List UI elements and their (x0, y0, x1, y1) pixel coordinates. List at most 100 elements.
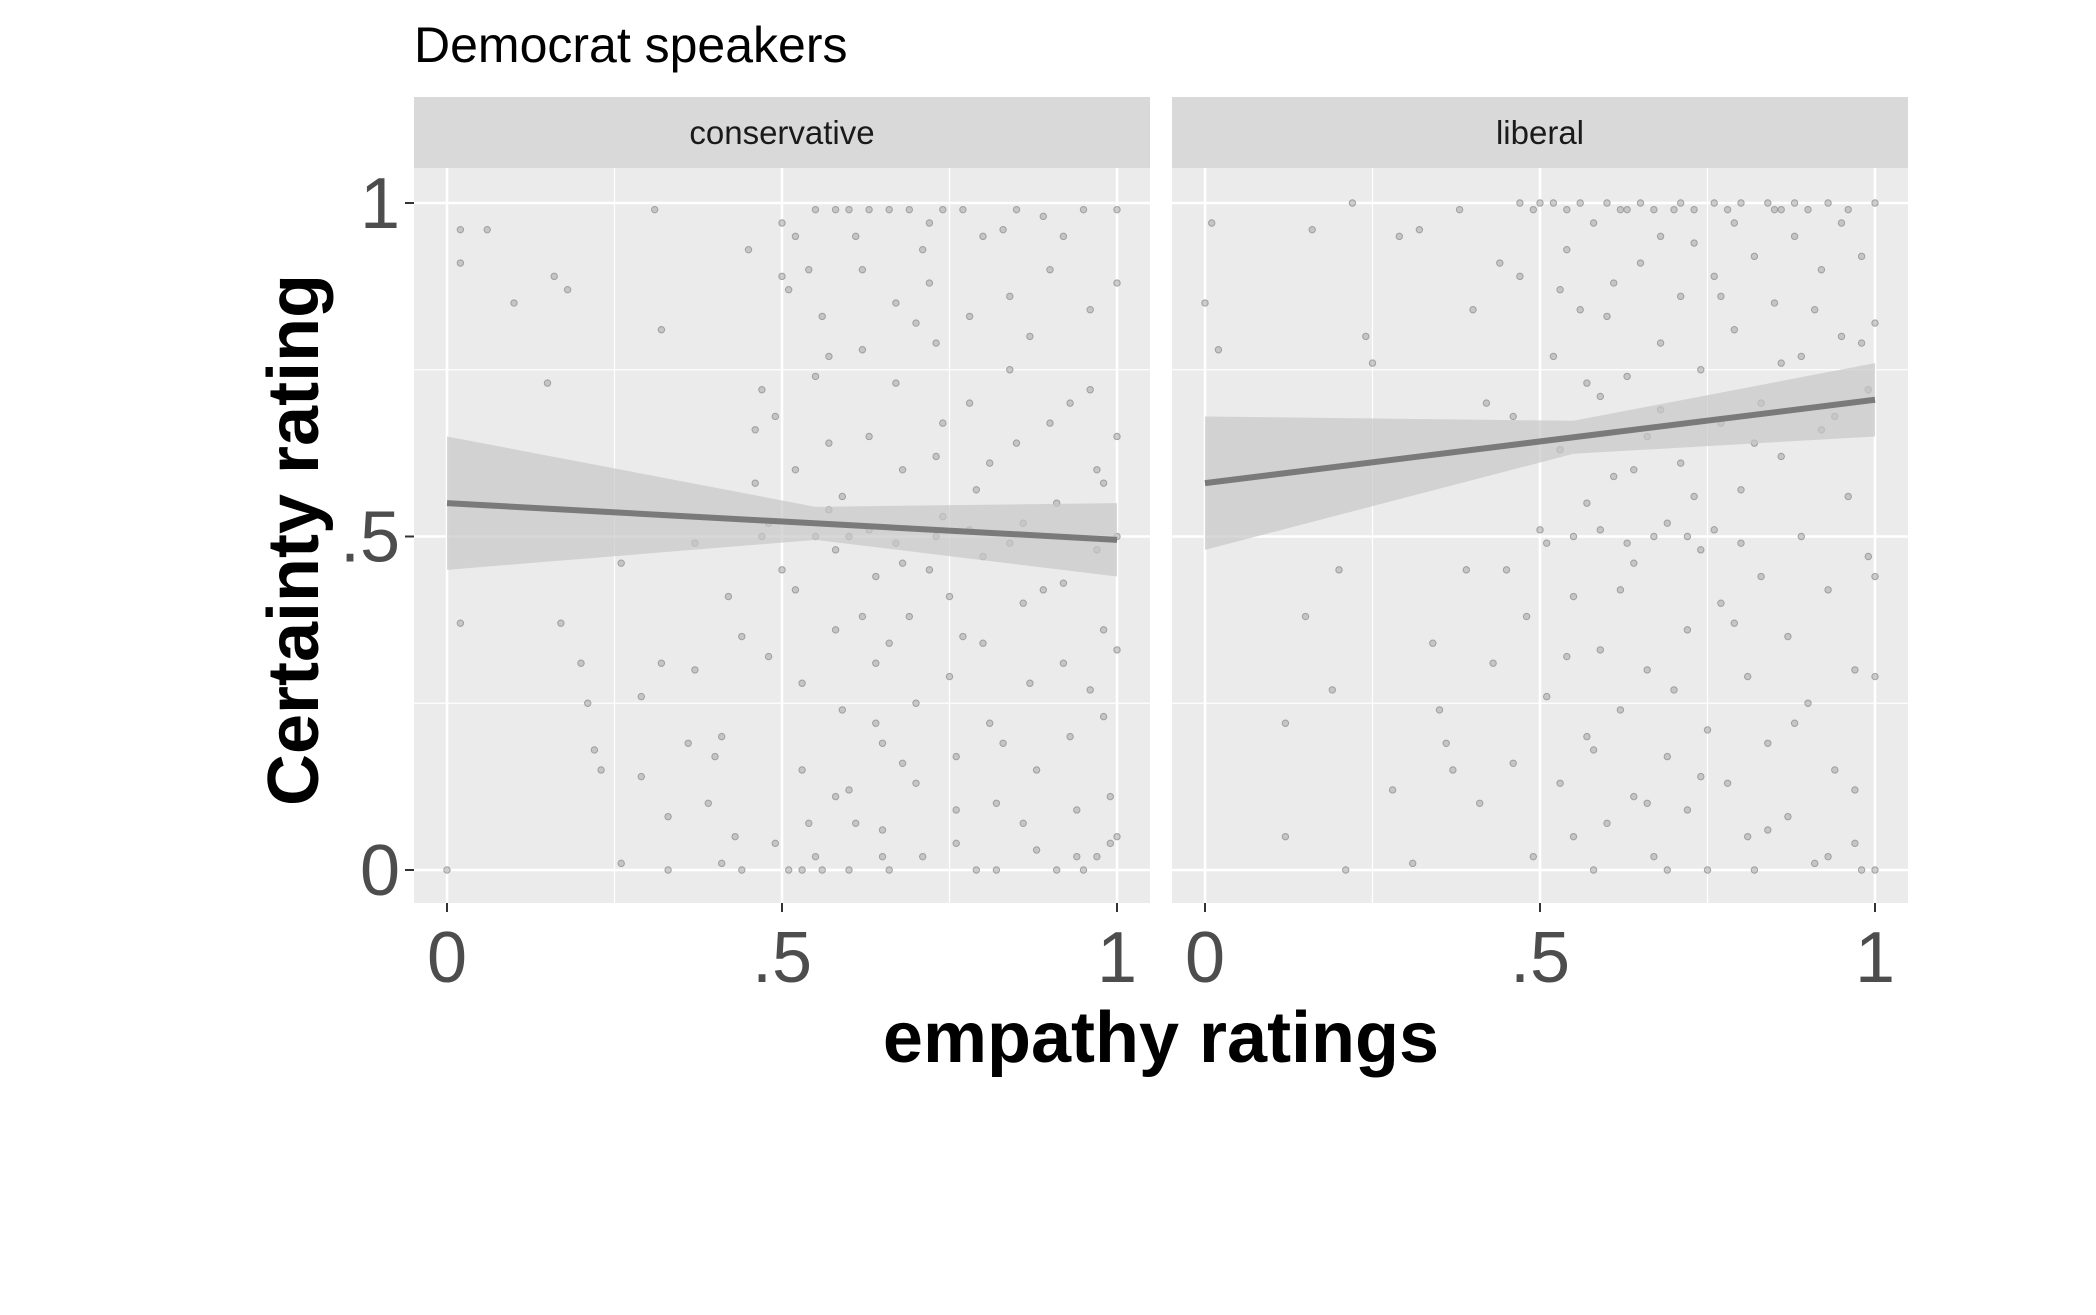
y-tick-label: 0 (360, 831, 400, 911)
data-point (965, 312, 974, 321)
x-axis: 0.5 1 0.5 1 (427, 903, 1895, 998)
data-point (1790, 719, 1799, 727)
data-point (1663, 866, 1672, 874)
data-point (1549, 199, 1558, 207)
data-point (1871, 672, 1879, 681)
data-point (577, 659, 585, 667)
data-point (979, 232, 987, 241)
data-point (1723, 205, 1732, 214)
data-point (1770, 299, 1779, 307)
data-point (1857, 339, 1866, 347)
data-point (1777, 359, 1785, 367)
data-point (657, 659, 666, 667)
data-point (1824, 852, 1832, 861)
data-point (1650, 852, 1658, 861)
data-point (831, 792, 840, 801)
data-point (1556, 286, 1564, 294)
data-point (1851, 786, 1859, 794)
data-point (1683, 532, 1692, 541)
data-point (1596, 526, 1605, 534)
data-point (1026, 679, 1034, 687)
data-point (1429, 639, 1437, 647)
scatter-points (1201, 199, 1879, 874)
data-point (1059, 659, 1068, 667)
data-point (1857, 866, 1866, 874)
data-point (1509, 412, 1517, 421)
data-point (912, 319, 920, 327)
data-point (872, 572, 880, 581)
data-point (1777, 452, 1785, 461)
data-point (986, 719, 994, 727)
data-point (1677, 199, 1685, 207)
data-point (1529, 205, 1538, 214)
data-point (1596, 646, 1605, 654)
data-point (1744, 832, 1752, 841)
data-point (1811, 859, 1819, 868)
data-point (992, 799, 1001, 807)
data-point (831, 546, 840, 554)
data-point (584, 699, 592, 707)
strip-background (414, 97, 1150, 168)
data-point (1415, 225, 1424, 234)
data-point (925, 279, 934, 287)
data-point (1670, 686, 1678, 694)
data-point (1395, 232, 1404, 241)
data-point (1643, 799, 1651, 807)
data-point (1596, 392, 1605, 401)
data-point (1059, 579, 1068, 587)
data-point (778, 219, 786, 227)
data-point (939, 205, 947, 214)
data-point (979, 639, 987, 647)
data-point (718, 859, 726, 868)
data-point (1106, 839, 1115, 848)
x-tick-label: .5 (752, 918, 812, 998)
data-point (1543, 692, 1551, 701)
data-point (811, 372, 820, 381)
data-point (972, 486, 980, 494)
x-tick-label: 1 (1097, 918, 1137, 998)
data-point (771, 839, 779, 848)
data-point (1449, 766, 1457, 774)
data-point (1388, 786, 1397, 794)
data-point (617, 859, 625, 868)
data-point (1871, 572, 1879, 581)
data-point (744, 245, 753, 254)
data-point (738, 632, 746, 641)
data-point (456, 225, 465, 234)
data-point (1328, 686, 1337, 694)
data-point (657, 326, 666, 334)
data-point (1455, 205, 1464, 214)
data-point (1817, 266, 1826, 274)
data-point (443, 866, 451, 874)
data-point (858, 612, 867, 621)
data-point (965, 399, 974, 407)
data-point (952, 752, 960, 761)
data-point (1039, 212, 1048, 221)
data-point (865, 432, 873, 441)
data-point (1093, 852, 1101, 861)
data-point (831, 626, 840, 634)
data-point (831, 205, 840, 214)
data-point (1563, 245, 1571, 254)
data-point (1079, 866, 1088, 874)
data-point (1113, 646, 1121, 654)
data-point (1824, 199, 1832, 207)
data-point (865, 205, 873, 214)
data-point (1603, 312, 1611, 321)
panel-conservative: conservative (414, 97, 1150, 903)
data-point (798, 679, 806, 687)
data-point (510, 299, 518, 307)
data-point (845, 786, 853, 794)
data-point (1677, 459, 1685, 467)
data-point (825, 352, 833, 361)
data-point (1549, 352, 1558, 361)
data-point (1636, 199, 1645, 207)
data-point (1563, 205, 1571, 214)
data-point (1717, 599, 1725, 607)
facet-panels: conservative liberal (414, 97, 1908, 903)
data-point (838, 706, 846, 714)
data-point (651, 205, 659, 214)
data-point (1019, 599, 1027, 607)
data-point (456, 619, 465, 627)
data-point (1569, 592, 1578, 601)
